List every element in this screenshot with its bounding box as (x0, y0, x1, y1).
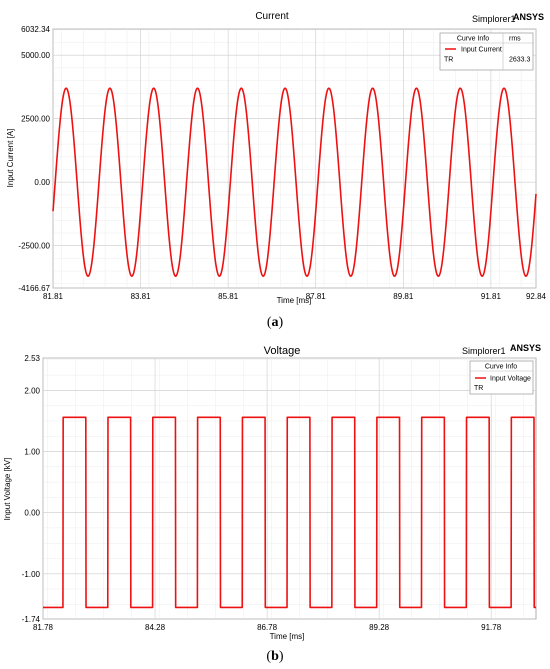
caption-a: (a) (266, 315, 284, 330)
grid (52, 28, 537, 289)
x-tick-label: 84.28 (145, 623, 166, 632)
y-axis-label: Input Voltage [kV] (3, 458, 12, 521)
caption-b: (b) (266, 649, 284, 664)
series-line-1 (52, 87, 537, 277)
x-tick-label: 83.81 (131, 292, 152, 301)
legend-entry-value: 2633.3 (509, 57, 531, 64)
y-tick-label: 0.00 (24, 509, 40, 518)
y-tick-label: -1.00 (22, 570, 41, 579)
y-tick-label: -1.74 (22, 615, 41, 624)
chart-title: Current (255, 11, 289, 22)
legend-box (439, 32, 534, 71)
brand-model: Simplorer1 (472, 14, 516, 24)
tick-labels: 81.78 84.28 86.78 89.28 91.78 2.53 2.00 1.00 0.0… (22, 354, 502, 632)
x-tick-label: 85.81 (218, 292, 239, 301)
brand-vendor: ANSYS (513, 12, 544, 22)
legend-entry-name: Input Current (461, 47, 502, 54)
y-tick-label: 2.00 (24, 386, 40, 395)
y-tick-label: -2500.00 (18, 242, 50, 251)
caption-b-letter: b (271, 649, 279, 664)
series-line-1 (42, 416, 537, 609)
x-axis-label: Time [ms] (270, 632, 305, 641)
y-tick-label: 2.53 (24, 354, 40, 363)
chart-title: Voltage (264, 345, 301, 357)
legend-entry-group: TR (444, 57, 453, 64)
tick-labels: 81.81 83.81 85.81 87.81 89.81 91.81 92.84 6032.… (18, 25, 546, 301)
x-axis-label: Time [ms] (277, 296, 312, 305)
x-tick-label: 89.81 (393, 292, 414, 301)
x-tick-label: 81.81 (43, 292, 64, 301)
y-tick-label: -4166.67 (18, 284, 50, 293)
legend-header: Curve Info (457, 36, 489, 43)
x-tick-label: 87.81 (306, 292, 327, 301)
y-tick-label: 5000.00 (21, 51, 50, 60)
legend-column-header: rms (509, 36, 521, 43)
grid (42, 357, 536, 620)
x-tick-label: 81.78 (33, 623, 54, 632)
plot-background (42, 357, 537, 620)
series-lines (52, 87, 537, 277)
legend: Curve Info rms Input Current TR 2633.3 (439, 32, 534, 71)
current-chart: 81.81 83.81 85.81 87.81 89.81 91.81 92.84 6032.… (6, 11, 547, 305)
legend-header: Curve Info (485, 364, 517, 371)
brand-vendor: ANSYS (510, 343, 541, 353)
voltage-chart: 81.78 84.28 86.78 89.28 91.78 2.53 2.00 1.00 0.0… (3, 343, 541, 641)
brand-model: Simplorer1 (462, 346, 506, 356)
y-tick-label: 0.00 (34, 178, 50, 187)
x-tick-label: 92.84 (526, 292, 547, 301)
x-tick-label: 91.78 (481, 623, 502, 632)
legend-entry-group: TR (474, 385, 483, 392)
y-tick-label: 2500.00 (21, 115, 50, 124)
legend: Curve Info Input Voltage TR (469, 360, 534, 395)
x-tick-label: 89.28 (369, 623, 390, 632)
x-tick-label: 91.81 (481, 292, 502, 301)
caption-a-letter: a (271, 315, 279, 330)
x-tick-label: 86.78 (257, 623, 278, 632)
y-tick-label: 6032.34 (21, 25, 50, 34)
series-lines (42, 416, 537, 609)
legend-entry-name: Input Voltage (490, 376, 531, 383)
y-tick-label: 1.00 (24, 448, 40, 457)
y-axis-label: Input Current [A] (6, 129, 15, 188)
